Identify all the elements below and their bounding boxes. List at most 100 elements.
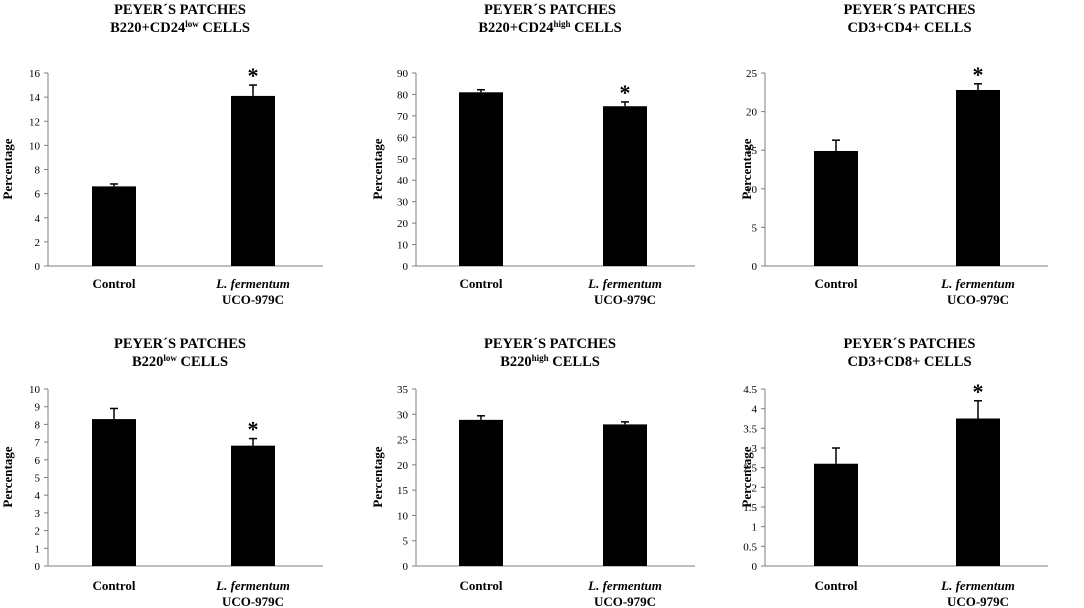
y-tick-label: 6 — [35, 189, 41, 201]
chart-panel-1: PEYER´S PATCHES B220+CD24low CELLS 0 2 4 6 8… — [0, 0, 360, 307]
chart-title-line2: CD3+CD8+ CELLS — [847, 354, 972, 370]
chart-title-line1: PEYER´S PATCHES — [484, 2, 616, 18]
chart-title: PEYER´S PATCHES B220high CELLS — [370, 335, 730, 371]
x-category-label-line2: UCO-979C — [222, 594, 284, 608]
y-tick-label: 40 — [397, 175, 409, 187]
significance-marker: * — [248, 417, 259, 442]
y-tick-label: 25 — [397, 435, 409, 447]
chart-title-line1: PEYER´S PATCHES — [843, 336, 976, 352]
x-category-label: L. fermentum — [587, 276, 662, 291]
x-category-label-line2: UCO-979C — [222, 292, 284, 307]
y-axis-label: Percentage — [370, 138, 385, 199]
y-tick-label: 1 — [35, 543, 41, 555]
x-category-label: L. fermentum — [940, 276, 1015, 291]
bar — [92, 186, 136, 266]
x-category-label: Control — [92, 276, 135, 291]
y-axis-label: Percentage — [0, 138, 15, 199]
y-axis-label: Percentage — [739, 138, 754, 199]
y-tick-label: 2.5 — [743, 463, 757, 475]
x-category-label-line2: UCO-979C — [594, 292, 656, 307]
bar — [92, 419, 136, 566]
y-tick-label: 15 — [746, 145, 758, 157]
chart-title-line2: B220+CD24low CELLS — [110, 19, 250, 37]
y-tick-label: 4 — [35, 490, 41, 502]
x-category-label: L. fermentum — [215, 578, 290, 593]
y-tick-label: 0 — [35, 261, 41, 273]
chart-title-line1: PEYER´S PATCHES — [484, 336, 616, 352]
bar-chart: 0 0.5 1 1.5 2 2.5 3 3.5 4 4.5 Percentage Control * L.… — [739, 379, 1048, 608]
chart-title: PEYER´S PATCHES B220+CD24high CELLS — [370, 1, 730, 37]
chart-title: PEYER´S PATCHES B220+CD24low CELLS — [0, 1, 360, 37]
y-tick-label: 16 — [29, 68, 41, 80]
y-tick-label: 0.5 — [743, 541, 757, 553]
x-category-label-line2: UCO-979C — [947, 594, 1009, 608]
y-tick-label: 20 — [746, 107, 758, 119]
chart-title-line1: PEYER´S PATCHES — [843, 2, 976, 18]
y-tick-label: 12 — [29, 116, 40, 128]
y-tick-label: 10 — [746, 184, 758, 196]
y-tick-label: 5 — [403, 536, 409, 548]
y-tick-label: 35 — [397, 384, 409, 396]
bar — [956, 418, 1000, 566]
y-tick-label: 0 — [752, 261, 758, 273]
significance-marker: * — [248, 63, 259, 88]
chart-title-line2: B220high CELLS — [500, 353, 600, 371]
y-tick-label: 30 — [397, 409, 409, 421]
x-category-label-line2: UCO-979C — [594, 594, 656, 608]
y-tick-label: 2 — [752, 482, 758, 494]
y-tick-label: 0 — [403, 261, 409, 273]
x-category-label: Control — [92, 578, 135, 593]
bar — [231, 445, 275, 566]
chart-title-line1: PEYER´S PATCHES — [114, 336, 246, 352]
x-category-label: Control — [814, 578, 857, 593]
x-category-label: L. fermentum — [215, 276, 290, 291]
significance-marker: * — [973, 62, 984, 87]
chart-title-line1: PEYER´S PATCHES — [114, 2, 246, 18]
y-tick-label: 3 — [752, 443, 758, 455]
significance-marker: * — [973, 379, 984, 404]
chart-panel-4: PEYER´S PATCHES B220low CELLS 0 1 2 3 4 5 6 7 8 9… — [0, 300, 360, 608]
bar — [459, 419, 503, 566]
x-category-label: Control — [459, 578, 502, 593]
significance-marker: * — [620, 80, 631, 105]
bar — [814, 463, 858, 566]
x-category-label: Control — [814, 276, 857, 291]
y-tick-label: 15 — [397, 485, 409, 497]
y-tick-label: 50 — [397, 154, 409, 166]
chart-panel-5: PEYER´S PATCHES B220high CELLS 0 5 10 15 20 2… — [370, 300, 730, 608]
y-axis-label: Percentage — [370, 446, 385, 507]
y-tick-label: 1 — [752, 522, 758, 534]
y-tick-label: 5 — [35, 473, 41, 485]
y-tick-label: 10 — [397, 240, 409, 252]
chart-title: PEYER´S PATCHES CD3+CD8+ CELLS — [735, 335, 1084, 371]
chart-panel-3: PEYER´S PATCHES CD3+CD4+ CELLS 0 5 10 15 20 2… — [735, 0, 1084, 307]
x-category-label-line2: UCO-979C — [947, 292, 1009, 307]
bar — [814, 150, 858, 266]
y-axis-label: Percentage — [0, 446, 15, 507]
chart-panel-2: PEYER´S PATCHES B220+CD24high CELLS 0 10 2… — [370, 0, 730, 307]
y-tick-label: 3 — [35, 508, 41, 520]
y-tick-label: 25 — [746, 68, 758, 80]
y-tick-label: 5 — [752, 222, 758, 234]
bar-chart: 0 2 4 6 8 10 12 14 16 Percentage Control * L. fermen… — [0, 63, 323, 307]
y-tick-label: 10 — [397, 510, 409, 522]
y-tick-label: 7 — [35, 437, 41, 449]
bar — [956, 89, 1000, 266]
y-tick-label: 70 — [397, 111, 409, 123]
y-tick-label: 9 — [35, 402, 41, 414]
chart-title-line2: B220low CELLS — [131, 353, 229, 371]
y-tick-label: 80 — [397, 89, 409, 101]
x-category-label: L. fermentum — [940, 578, 1015, 593]
x-category-label: L. fermentum — [587, 578, 662, 593]
y-tick-label: 20 — [397, 218, 409, 230]
y-tick-label: 4.5 — [743, 384, 757, 396]
y-tick-label: 6 — [35, 455, 41, 467]
y-tick-label: 30 — [397, 197, 409, 209]
y-tick-label: 8 — [35, 165, 41, 177]
chart-title: PEYER´S PATCHES B220low CELLS — [0, 335, 360, 371]
chart-title-line2: B220+CD24high CELLS — [478, 19, 622, 37]
y-tick-label: 20 — [397, 460, 409, 472]
y-tick-label: 2 — [35, 237, 41, 249]
y-tick-label: 90 — [397, 68, 409, 80]
y-tick-label: 0 — [403, 561, 409, 573]
